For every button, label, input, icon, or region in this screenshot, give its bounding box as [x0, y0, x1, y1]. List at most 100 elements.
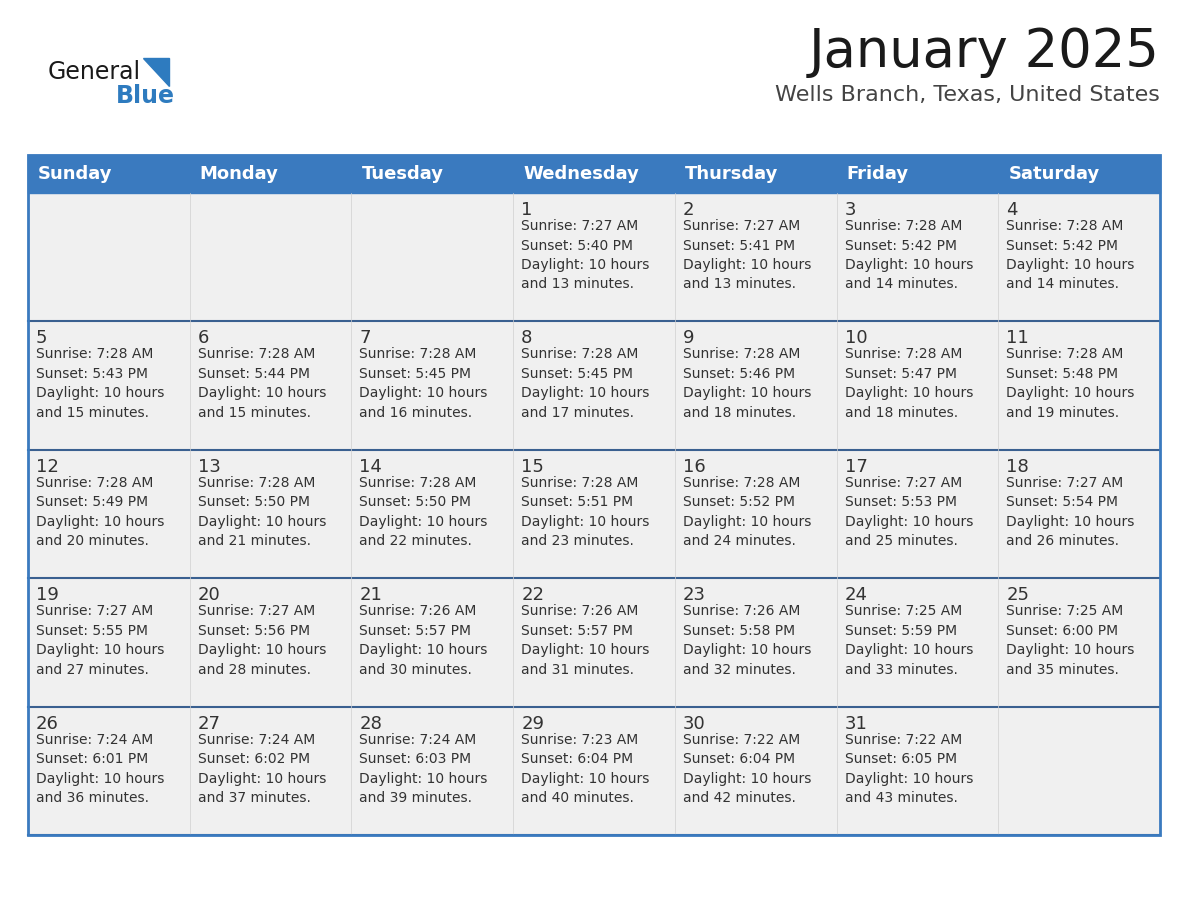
Bar	[352, 193, 513, 321]
Text: Sunrise: 7:24 AM
Sunset: 6:03 PM
Daylight: 10 hours
and 39 minutes.: Sunrise: 7:24 AM Sunset: 6:03 PM Dayligh…	[360, 733, 488, 805]
Text: Sunrise: 7:28 AM
Sunset: 5:45 PM
Daylight: 10 hours
and 17 minutes.: Sunrise: 7:28 AM Sunset: 5:45 PM Dayligh…	[522, 347, 650, 420]
Text: 3: 3	[845, 201, 857, 219]
Bar	[675, 450, 836, 578]
Text: 20: 20	[197, 587, 221, 604]
Bar	[513, 321, 675, 450]
Bar	[675, 193, 836, 321]
Text: 31: 31	[845, 714, 867, 733]
Text: Sunrise: 7:28 AM
Sunset: 5:50 PM
Daylight: 10 hours
and 21 minutes.: Sunrise: 7:28 AM Sunset: 5:50 PM Dayligh…	[197, 476, 326, 548]
Text: 13: 13	[197, 458, 221, 476]
Polygon shape	[143, 58, 169, 86]
Bar	[836, 450, 998, 578]
Bar	[998, 193, 1159, 321]
Text: Saturday: Saturday	[1009, 165, 1100, 183]
Text: Sunrise: 7:27 AM
Sunset: 5:41 PM
Daylight: 10 hours
and 13 minutes.: Sunrise: 7:27 AM Sunset: 5:41 PM Dayligh…	[683, 219, 811, 292]
Bar	[836, 578, 998, 707]
Text: Sunrise: 7:26 AM
Sunset: 5:58 PM
Daylight: 10 hours
and 32 minutes.: Sunrise: 7:26 AM Sunset: 5:58 PM Dayligh…	[683, 604, 811, 677]
Text: 26: 26	[36, 714, 59, 733]
Text: General: General	[48, 60, 141, 84]
Bar	[29, 193, 190, 321]
Text: Tuesday: Tuesday	[361, 165, 443, 183]
Text: Sunrise: 7:26 AM
Sunset: 5:57 PM
Daylight: 10 hours
and 30 minutes.: Sunrise: 7:26 AM Sunset: 5:57 PM Dayligh…	[360, 604, 488, 677]
Text: 12: 12	[36, 458, 59, 476]
Text: Sunday: Sunday	[38, 165, 113, 183]
Text: 14: 14	[360, 458, 383, 476]
Text: Sunrise: 7:22 AM
Sunset: 6:04 PM
Daylight: 10 hours
and 42 minutes.: Sunrise: 7:22 AM Sunset: 6:04 PM Dayligh…	[683, 733, 811, 805]
Bar	[836, 707, 998, 835]
Text: 10: 10	[845, 330, 867, 347]
Text: 28: 28	[360, 714, 383, 733]
Text: Sunrise: 7:24 AM
Sunset: 6:01 PM
Daylight: 10 hours
and 36 minutes.: Sunrise: 7:24 AM Sunset: 6:01 PM Dayligh…	[36, 733, 164, 805]
Text: 4: 4	[1006, 201, 1018, 219]
Text: 17: 17	[845, 458, 867, 476]
Text: 11: 11	[1006, 330, 1029, 347]
Bar	[29, 707, 190, 835]
Text: Sunrise: 7:28 AM
Sunset: 5:52 PM
Daylight: 10 hours
and 24 minutes.: Sunrise: 7:28 AM Sunset: 5:52 PM Dayligh…	[683, 476, 811, 548]
Text: Sunrise: 7:28 AM
Sunset: 5:47 PM
Daylight: 10 hours
and 18 minutes.: Sunrise: 7:28 AM Sunset: 5:47 PM Dayligh…	[845, 347, 973, 420]
Text: Sunrise: 7:27 AM
Sunset: 5:56 PM
Daylight: 10 hours
and 28 minutes.: Sunrise: 7:27 AM Sunset: 5:56 PM Dayligh…	[197, 604, 326, 677]
Bar	[675, 707, 836, 835]
Text: Wednesday: Wednesday	[523, 165, 639, 183]
Text: Sunrise: 7:27 AM
Sunset: 5:53 PM
Daylight: 10 hours
and 25 minutes.: Sunrise: 7:27 AM Sunset: 5:53 PM Dayligh…	[845, 476, 973, 548]
Bar	[29, 155, 1159, 193]
Text: Sunrise: 7:28 AM
Sunset: 5:48 PM
Daylight: 10 hours
and 19 minutes.: Sunrise: 7:28 AM Sunset: 5:48 PM Dayligh…	[1006, 347, 1135, 420]
Text: Monday: Monday	[200, 165, 279, 183]
Bar	[352, 321, 513, 450]
Text: Sunrise: 7:26 AM
Sunset: 5:57 PM
Daylight: 10 hours
and 31 minutes.: Sunrise: 7:26 AM Sunset: 5:57 PM Dayligh…	[522, 604, 650, 677]
Bar	[998, 450, 1159, 578]
Text: Sunrise: 7:25 AM
Sunset: 5:59 PM
Daylight: 10 hours
and 33 minutes.: Sunrise: 7:25 AM Sunset: 5:59 PM Dayligh…	[845, 604, 973, 677]
Text: Sunrise: 7:28 AM
Sunset: 5:42 PM
Daylight: 10 hours
and 14 minutes.: Sunrise: 7:28 AM Sunset: 5:42 PM Dayligh…	[1006, 219, 1135, 292]
Text: Sunrise: 7:22 AM
Sunset: 6:05 PM
Daylight: 10 hours
and 43 minutes.: Sunrise: 7:22 AM Sunset: 6:05 PM Dayligh…	[845, 733, 973, 805]
Text: Sunrise: 7:28 AM
Sunset: 5:51 PM
Daylight: 10 hours
and 23 minutes.: Sunrise: 7:28 AM Sunset: 5:51 PM Dayligh…	[522, 476, 650, 548]
Bar	[352, 578, 513, 707]
Bar	[29, 321, 190, 450]
Text: 25: 25	[1006, 587, 1029, 604]
Text: Friday: Friday	[847, 165, 909, 183]
Bar	[836, 193, 998, 321]
Bar	[998, 321, 1159, 450]
Text: 23: 23	[683, 587, 706, 604]
Bar	[29, 450, 190, 578]
Text: 6: 6	[197, 330, 209, 347]
Text: 21: 21	[360, 587, 383, 604]
Text: 2: 2	[683, 201, 694, 219]
Text: Wells Branch, Texas, United States: Wells Branch, Texas, United States	[775, 85, 1159, 105]
Text: Thursday: Thursday	[684, 165, 778, 183]
Text: Sunrise: 7:23 AM
Sunset: 6:04 PM
Daylight: 10 hours
and 40 minutes.: Sunrise: 7:23 AM Sunset: 6:04 PM Dayligh…	[522, 733, 650, 805]
Bar	[190, 321, 352, 450]
Bar	[513, 578, 675, 707]
Bar	[352, 707, 513, 835]
Bar	[190, 578, 352, 707]
Text: Sunrise: 7:28 AM
Sunset: 5:50 PM
Daylight: 10 hours
and 22 minutes.: Sunrise: 7:28 AM Sunset: 5:50 PM Dayligh…	[360, 476, 488, 548]
Text: Sunrise: 7:28 AM
Sunset: 5:45 PM
Daylight: 10 hours
and 16 minutes.: Sunrise: 7:28 AM Sunset: 5:45 PM Dayligh…	[360, 347, 488, 420]
Bar	[675, 578, 836, 707]
Text: Blue: Blue	[116, 84, 175, 108]
Text: Sunrise: 7:28 AM
Sunset: 5:42 PM
Daylight: 10 hours
and 14 minutes.: Sunrise: 7:28 AM Sunset: 5:42 PM Dayligh…	[845, 219, 973, 292]
Text: Sunrise: 7:27 AM
Sunset: 5:54 PM
Daylight: 10 hours
and 26 minutes.: Sunrise: 7:27 AM Sunset: 5:54 PM Dayligh…	[1006, 476, 1135, 548]
Text: 27: 27	[197, 714, 221, 733]
Bar	[29, 155, 1159, 835]
Text: 19: 19	[36, 587, 59, 604]
Bar	[352, 450, 513, 578]
Text: Sunrise: 7:27 AM
Sunset: 5:40 PM
Daylight: 10 hours
and 13 minutes.: Sunrise: 7:27 AM Sunset: 5:40 PM Dayligh…	[522, 219, 650, 292]
Text: Sunrise: 7:27 AM
Sunset: 5:55 PM
Daylight: 10 hours
and 27 minutes.: Sunrise: 7:27 AM Sunset: 5:55 PM Dayligh…	[36, 604, 164, 677]
Bar	[998, 578, 1159, 707]
Text: 30: 30	[683, 714, 706, 733]
Bar	[998, 707, 1159, 835]
Bar	[29, 578, 190, 707]
Bar	[675, 321, 836, 450]
Text: Sunrise: 7:25 AM
Sunset: 6:00 PM
Daylight: 10 hours
and 35 minutes.: Sunrise: 7:25 AM Sunset: 6:00 PM Dayligh…	[1006, 604, 1135, 677]
Text: 8: 8	[522, 330, 532, 347]
Text: 1: 1	[522, 201, 532, 219]
Text: Sunrise: 7:28 AM
Sunset: 5:49 PM
Daylight: 10 hours
and 20 minutes.: Sunrise: 7:28 AM Sunset: 5:49 PM Dayligh…	[36, 476, 164, 548]
Text: 22: 22	[522, 587, 544, 604]
Bar	[513, 707, 675, 835]
Bar	[190, 707, 352, 835]
Text: January 2025: January 2025	[809, 26, 1159, 78]
Text: 15: 15	[522, 458, 544, 476]
Bar	[836, 321, 998, 450]
Bar	[190, 450, 352, 578]
Text: 24: 24	[845, 587, 867, 604]
Text: 5: 5	[36, 330, 48, 347]
Text: Sunrise: 7:28 AM
Sunset: 5:43 PM
Daylight: 10 hours
and 15 minutes.: Sunrise: 7:28 AM Sunset: 5:43 PM Dayligh…	[36, 347, 164, 420]
